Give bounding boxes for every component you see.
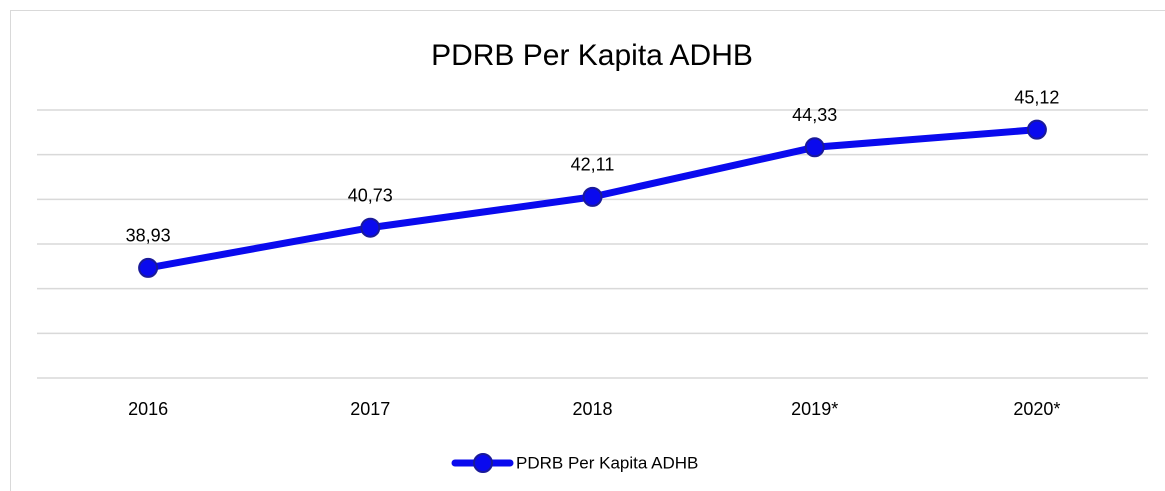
x-tick-label: 2019* bbox=[791, 399, 838, 419]
x-tick-label: 2017 bbox=[350, 399, 390, 419]
data-point bbox=[804, 137, 825, 158]
data-label: 38,93 bbox=[126, 226, 171, 246]
data-label: 44,33 bbox=[792, 105, 837, 125]
legend-label: PDRB Per Kapita ADHB bbox=[516, 453, 698, 472]
data-point bbox=[360, 217, 381, 238]
data-point bbox=[582, 186, 603, 207]
data-label: 40,73 bbox=[348, 185, 393, 205]
x-tick-label: 2020* bbox=[1013, 399, 1060, 419]
chart-frame bbox=[10, 10, 1165, 491]
chart-title: PDRB Per Kapita ADHB bbox=[431, 39, 753, 72]
data-label: 42,11 bbox=[571, 155, 615, 175]
legend-marker bbox=[473, 453, 493, 473]
data-point bbox=[138, 257, 159, 278]
x-tick-label: 2016 bbox=[128, 399, 168, 419]
data-point bbox=[1026, 119, 1047, 140]
x-tick-label: 2018 bbox=[572, 399, 612, 419]
data-label: 45,12 bbox=[1014, 87, 1059, 107]
